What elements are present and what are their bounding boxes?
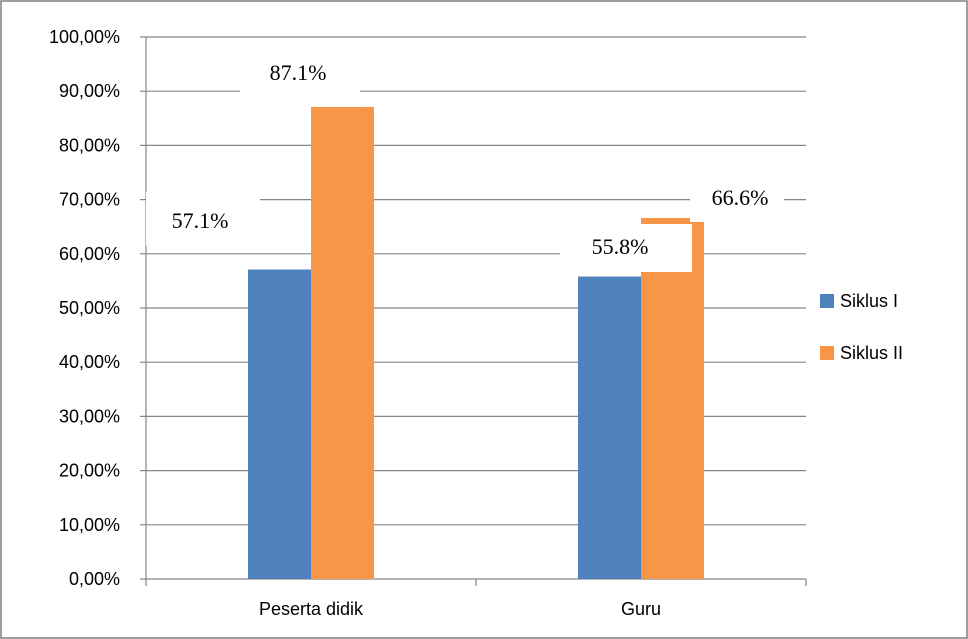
legend-swatch [820,346,834,360]
legend-label: Siklus I [840,291,898,311]
x-category-label: Peserta didik [259,599,364,619]
data-label: 87.1% [270,60,327,85]
data-label-box [690,178,784,222]
x-category-label: Guru [621,599,661,619]
y-tick-label: 70,00% [59,190,120,210]
bar-siklus-ii [311,106,374,579]
y-tick-label: 60,00% [59,244,120,264]
data-label-box [560,224,692,272]
y-tick-label: 20,00% [59,461,120,481]
y-tick-label: 80,00% [59,135,120,155]
y-tick-label: 50,00% [59,298,120,318]
bars [248,106,704,579]
data-label: 55.8% [592,234,649,259]
y-tick-label: 10,00% [59,515,120,535]
bar-siklus-i [578,276,641,579]
legend-label: Siklus II [840,343,903,363]
bar-siklus-i [248,269,311,579]
data-label: 57.1% [172,208,229,233]
data-label: 66.6% [712,185,769,210]
data-labels: 57.1% 87.1% 55.8% 66.6% [146,55,784,272]
y-tick-label: 90,00% [59,81,120,101]
y-tick-label: 100,00% [49,27,120,47]
legend: Siklus I Siklus II [820,291,903,363]
y-tick-label: 40,00% [59,352,120,372]
y-tick-label: 30,00% [59,406,120,426]
legend-swatch [820,294,834,308]
data-label-box [146,192,260,246]
y-tick-label: 0,00% [69,569,120,589]
data-label-box [240,55,360,107]
bar-siklus-ii [641,218,704,579]
